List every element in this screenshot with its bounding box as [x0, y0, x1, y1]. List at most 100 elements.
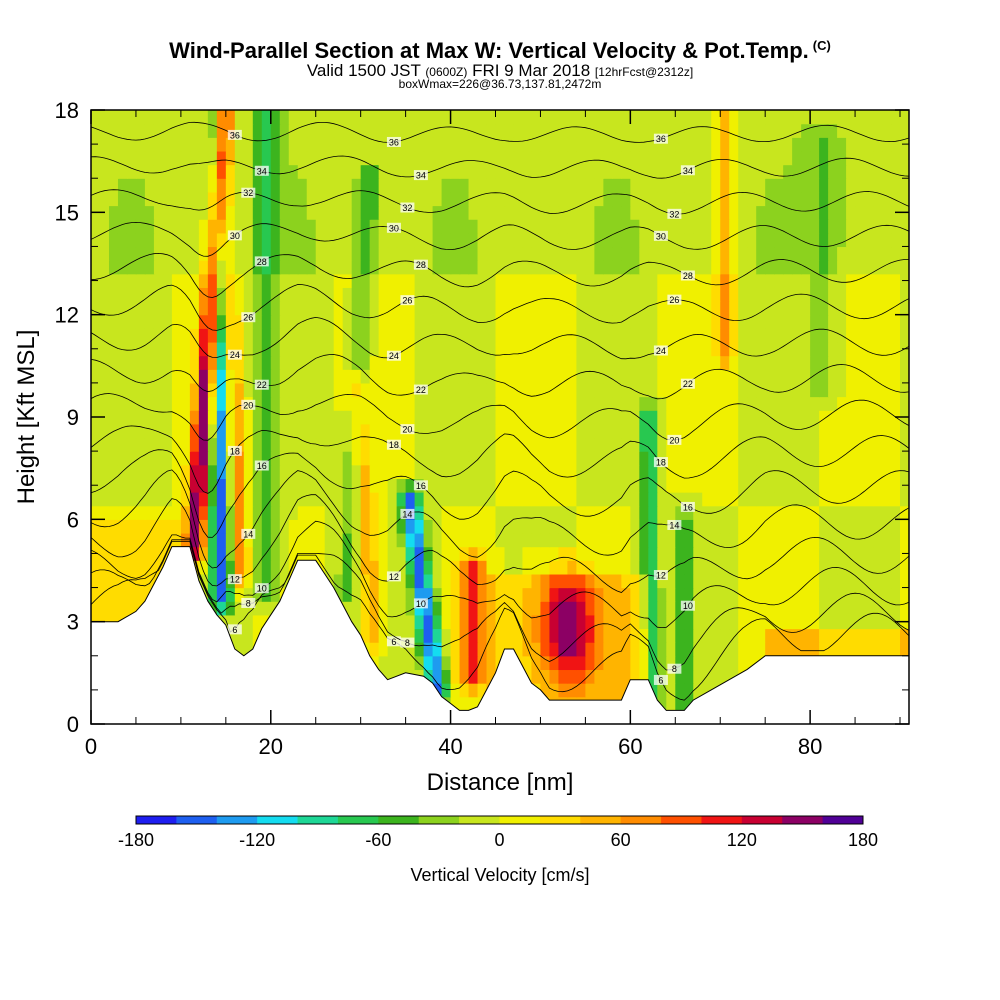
field-cell	[450, 519, 461, 534]
field-cell	[468, 191, 479, 207]
field-cell	[144, 423, 155, 439]
field-cell	[261, 314, 272, 329]
field-cell	[621, 437, 631, 452]
field-cell	[783, 410, 793, 425]
field-cell	[711, 560, 721, 575]
field-cell	[774, 532, 784, 548]
field-cell	[729, 219, 739, 234]
field-cell	[513, 642, 524, 657]
field-cell	[324, 301, 335, 316]
field-cell	[171, 382, 182, 398]
field-cell	[774, 410, 784, 425]
field-cell	[126, 560, 137, 575]
field-cell	[594, 464, 604, 479]
field-cell	[765, 110, 775, 125]
field-cell	[144, 560, 155, 575]
field-cell	[387, 505, 398, 520]
field-cell	[621, 314, 631, 329]
field-cell	[720, 150, 730, 166]
field-cell	[549, 260, 560, 275]
field-cell	[342, 314, 353, 329]
field-cell	[783, 519, 793, 534]
field-cell	[747, 178, 757, 193]
field-cell	[108, 260, 119, 275]
field-cell	[91, 314, 101, 329]
field-cell	[612, 314, 622, 329]
field-cell	[279, 546, 290, 561]
field-cell	[657, 573, 667, 589]
field-cell	[639, 232, 649, 248]
field-cell	[900, 301, 909, 316]
field-cell	[477, 273, 488, 288]
field-cell	[405, 355, 416, 370]
field-cell	[540, 260, 551, 275]
field-cell	[567, 478, 578, 493]
field-cell	[567, 546, 578, 561]
field-cell	[612, 328, 622, 343]
field-cell	[405, 601, 416, 616]
field-cell	[234, 273, 245, 288]
field-cell	[549, 164, 560, 179]
field-cell	[189, 437, 200, 452]
field-cell	[450, 164, 461, 179]
field-cell	[783, 546, 793, 561]
field-cell	[666, 191, 676, 207]
field-cell	[234, 110, 245, 125]
field-cell	[594, 178, 604, 193]
field-cell	[207, 273, 218, 288]
field-cell	[819, 287, 829, 302]
field-cell	[126, 246, 137, 261]
field-cell	[711, 396, 721, 411]
field-cell	[387, 669, 398, 684]
field-cell	[765, 164, 775, 179]
field-cell	[270, 546, 281, 561]
field-cell	[756, 164, 766, 179]
field-cell	[486, 301, 497, 316]
field-cell	[864, 110, 874, 125]
field-cell	[594, 560, 604, 575]
field-cell	[783, 178, 793, 193]
field-cell	[864, 478, 874, 493]
field-cell	[855, 273, 865, 288]
field-cell	[774, 191, 784, 207]
field-cell	[117, 369, 128, 384]
theta-contour	[91, 284, 909, 331]
field-cell	[171, 246, 182, 261]
field-cell	[324, 123, 335, 138]
field-cell	[639, 396, 649, 411]
field-cell	[144, 532, 155, 548]
field-cell	[369, 137, 380, 152]
field-cell	[414, 464, 425, 479]
field-cell	[855, 492, 865, 507]
field-cell	[531, 492, 542, 507]
field-cell	[576, 191, 586, 207]
contour-label-bg	[413, 384, 428, 395]
field-cell	[495, 232, 506, 248]
field-cell	[567, 505, 578, 520]
field-cell	[459, 369, 470, 384]
field-cell	[675, 191, 685, 207]
field-cell	[91, 164, 101, 179]
field-cell	[558, 601, 569, 616]
field-cell	[864, 505, 874, 520]
field-cell	[585, 546, 595, 561]
field-cell	[360, 532, 371, 548]
field-cell	[180, 341, 191, 357]
field-cell	[783, 492, 793, 507]
field-cell	[513, 232, 524, 248]
field-cell	[756, 546, 766, 561]
field-cell	[684, 587, 694, 602]
field-cell	[891, 601, 901, 616]
field-cell	[198, 301, 209, 316]
field-cell	[117, 532, 128, 548]
field-cell	[864, 410, 874, 425]
field-cell	[567, 492, 578, 507]
field-cell	[756, 464, 766, 479]
field-cell	[657, 532, 667, 548]
field-cell	[495, 260, 506, 275]
field-cell	[756, 314, 766, 329]
field-cell	[648, 382, 658, 398]
contour-label: 6	[391, 637, 396, 647]
field-cell	[594, 573, 604, 589]
field-cell	[873, 573, 883, 589]
